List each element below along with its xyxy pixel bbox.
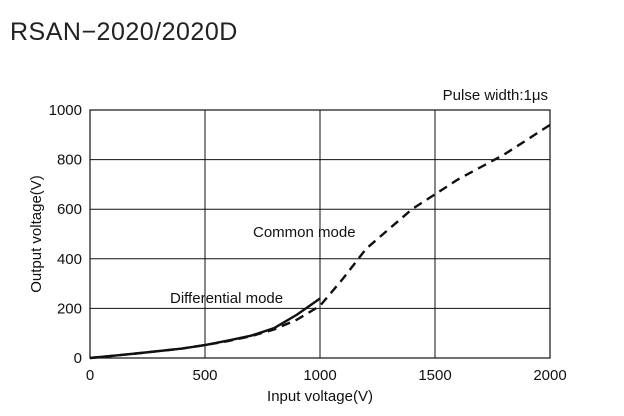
grid bbox=[90, 110, 550, 358]
x-axis-label: Input voltage(V) bbox=[267, 388, 373, 405]
y-tick-label-600: 600 bbox=[57, 201, 82, 218]
y-tick-label-1000: 1000 bbox=[49, 102, 82, 119]
chart-title: RSAN−2020/2020D bbox=[10, 18, 238, 46]
x-tick-label-1000: 1000 bbox=[303, 367, 336, 384]
y-tick-label-400: 400 bbox=[57, 251, 82, 268]
plot-frame bbox=[89, 109, 551, 359]
x-tick-label-500: 500 bbox=[192, 367, 217, 384]
pulse-width-annotation: Pulse width:1μs bbox=[443, 87, 548, 104]
y-tick-label-200: 200 bbox=[57, 300, 82, 317]
common-mode-label: Common mode bbox=[253, 224, 356, 241]
y-tick-label-0: 0 bbox=[74, 350, 82, 367]
series-line-common-mode bbox=[89, 123, 551, 360]
x-tick-label-1500: 1500 bbox=[418, 367, 451, 384]
tick-labels: 0 500 1000 1500 2000 0 200 400 600 800 1000 bbox=[49, 102, 567, 384]
y-tick-label-800: 800 bbox=[57, 152, 82, 169]
x-tick-label-2000: 2000 bbox=[533, 367, 566, 384]
x-tick-label-0: 0 bbox=[86, 367, 94, 384]
differential-mode-label: Differential mode bbox=[170, 290, 283, 307]
series-lines bbox=[89, 123, 551, 360]
y-axis-label: Output voltage(V) bbox=[28, 175, 45, 293]
